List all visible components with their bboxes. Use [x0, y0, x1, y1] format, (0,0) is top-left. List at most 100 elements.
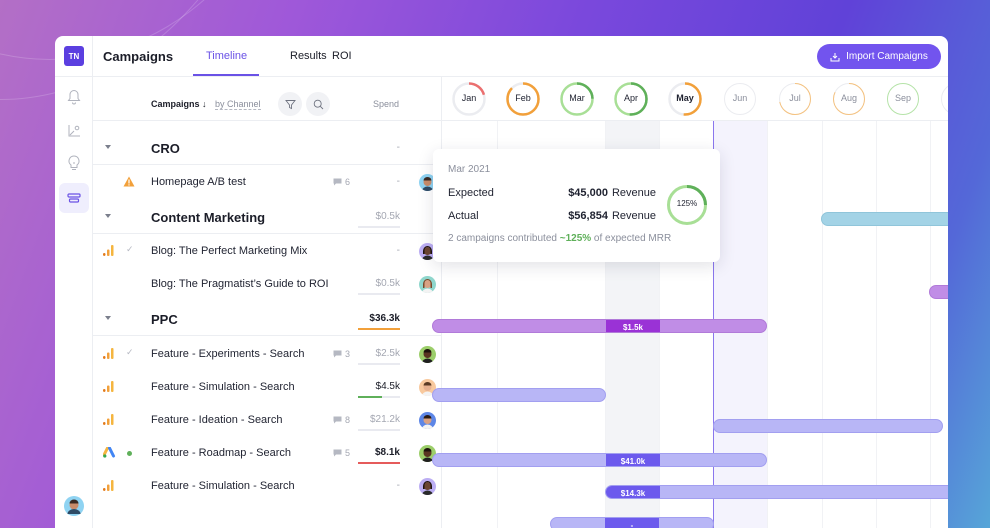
campaign-spend: $0.5k: [375, 278, 400, 289]
spend-progress: [358, 363, 400, 365]
spend-progress: [358, 429, 400, 431]
timeline-bar-perfect-mix[interactable]: [929, 285, 948, 299]
tooltip-summary: 2 campaigns contributed ~125% of expecte…: [448, 233, 672, 244]
grid-line: [767, 121, 768, 528]
timeline-bar-pragmatist[interactable]: $1.5k: [432, 319, 767, 333]
tab-timeline[interactable]: Timeline: [206, 50, 248, 62]
month-sep[interactable]: Sep: [886, 82, 920, 116]
timeline-bar-simulation-2[interactable]: -: [550, 517, 714, 528]
group-by-selector[interactable]: by Channel: [215, 99, 261, 110]
active-tab-indicator: [193, 74, 259, 76]
timeline-bar-experiments[interactable]: [432, 388, 606, 402]
actual-label: Actual: [448, 210, 479, 222]
owner-avatar[interactable]: [419, 276, 436, 293]
campaign-name: Blog: The Pragmatist’s Guide to ROI: [151, 278, 329, 290]
campaign-row[interactable]: Feature - Roadmap - Search 5 $8.1k: [93, 437, 442, 470]
search-button[interactable]: [306, 92, 330, 116]
comment-icon: [333, 178, 342, 186]
group-title: PPC: [151, 312, 178, 327]
group-spend: $36.3k: [369, 313, 400, 324]
month-may[interactable]: May: [668, 82, 702, 116]
month-aug[interactable]: Aug: [832, 82, 866, 116]
check-icon: ✓: [126, 244, 134, 254]
comment-count[interactable]: 3: [333, 349, 350, 359]
campaign-name: Feature - Simulation - Search: [151, 480, 295, 492]
collapse-caret-icon[interactable]: [105, 214, 111, 218]
month-next-partial[interactable]: [940, 82, 948, 116]
performance-ring: 125%: [666, 184, 708, 226]
month-apr[interactable]: Apr: [614, 82, 648, 116]
campaign-name: Blog: The Perfect Marketing Mix: [151, 245, 308, 257]
grid-line: [876, 121, 877, 528]
campaign-row[interactable]: Homepage A/B test 6 -: [93, 166, 442, 199]
analytics-icon: [103, 381, 114, 392]
active-status-dot: [127, 451, 132, 456]
rail-item-analytics[interactable]: [59, 116, 89, 146]
campaign-row[interactable]: ✓ Blog: The Perfect Marketing Mix -: [93, 235, 442, 268]
collapse-caret-icon[interactable]: [105, 145, 111, 149]
campaign-spend: -: [396, 480, 400, 491]
google-ads-icon: [103, 447, 115, 458]
rail-item-timeline[interactable]: [59, 183, 89, 213]
expected-label: Expected: [448, 187, 494, 199]
month-jan[interactable]: Jan: [452, 82, 486, 116]
app-window: TN Campaigns Timeline Results ROI Import…: [55, 36, 948, 528]
group-row-content-marketing[interactable]: Content Marketing $0.5k: [93, 201, 442, 234]
group-title: Content Marketing: [151, 210, 266, 225]
spend-progress: [358, 226, 400, 228]
tab-results[interactable]: Results: [290, 50, 327, 62]
month-feb[interactable]: Feb: [506, 82, 540, 116]
timeline-bar-ideation[interactable]: $41.0k: [432, 453, 767, 467]
list-header: Campaigns ↓ by Channel Spend: [93, 77, 442, 121]
filter-icon: [284, 99, 296, 109]
grid-line: [930, 121, 931, 528]
top-header: Campaigns Timeline Results ROI Import Ca…: [93, 36, 948, 77]
lightbulb-icon: [68, 154, 80, 170]
group-row-cro[interactable]: CRO -: [93, 132, 442, 165]
campaign-row[interactable]: Blog: The Pragmatist’s Guide to ROI $0.5…: [93, 268, 442, 301]
owner-avatar[interactable]: [419, 445, 436, 462]
owner-avatar[interactable]: [419, 174, 436, 191]
owner-avatar[interactable]: [419, 243, 436, 260]
campaign-spend: $4.5k: [375, 381, 400, 392]
comment-count[interactable]: 8: [333, 415, 350, 425]
campaign-name: Feature - Experiments - Search: [151, 348, 305, 360]
bell-icon: [67, 89, 81, 105]
month-jul[interactable]: Jul: [778, 82, 812, 116]
rail-item-notifications[interactable]: [59, 82, 89, 112]
campaign-name: Feature - Roadmap - Search: [151, 447, 292, 459]
campaign-name: Feature - Ideation - Search: [151, 414, 283, 426]
timeline-bar-roadmap[interactable]: $14.3k: [605, 485, 948, 499]
sort-campaigns[interactable]: Campaigns ↓: [151, 99, 207, 109]
comment-count[interactable]: 5: [333, 448, 350, 458]
owner-avatar[interactable]: [419, 379, 436, 396]
month-jun[interactable]: Jun: [723, 82, 757, 116]
owner-avatar[interactable]: [419, 412, 436, 429]
filter-button[interactable]: [278, 92, 302, 116]
group-row-ppc[interactable]: PPC $36.3k: [93, 303, 442, 336]
timeline-bar-simulation[interactable]: [713, 419, 943, 433]
spend-progress: [358, 328, 400, 330]
rail-item-ideas[interactable]: [59, 148, 89, 178]
month-mar[interactable]: Mar: [560, 82, 594, 116]
import-campaigns-button[interactable]: Import Campaigns: [817, 44, 941, 69]
analytics-icon: [103, 348, 114, 359]
collapse-caret-icon[interactable]: [105, 316, 111, 320]
group-title: CRO: [151, 141, 180, 156]
analytics-icon: [103, 414, 114, 425]
campaign-row[interactable]: Feature - Simulation - Search -: [93, 470, 442, 503]
campaign-row[interactable]: ✓ Feature - Experiments - Search 3 $2.5k: [93, 338, 442, 371]
tab-roi[interactable]: ROI: [332, 50, 352, 62]
workspace-logo[interactable]: TN: [64, 46, 84, 66]
grid-line: [822, 121, 823, 528]
comment-count[interactable]: 6: [333, 177, 350, 187]
timeline-bar-homepage-ab[interactable]: [821, 212, 948, 226]
actual-value: $56,854 Revenue: [568, 210, 656, 222]
owner-avatar[interactable]: [419, 346, 436, 363]
campaign-row[interactable]: Feature - Ideation - Search 8 $21.2k: [93, 404, 442, 437]
owner-avatar[interactable]: [419, 478, 436, 495]
user-avatar[interactable]: [64, 496, 84, 521]
tooltip-date: Mar 2021: [448, 164, 491, 175]
spend-progress: [358, 396, 400, 398]
campaign-row[interactable]: Feature - Simulation - Search $4.5k: [93, 371, 442, 404]
